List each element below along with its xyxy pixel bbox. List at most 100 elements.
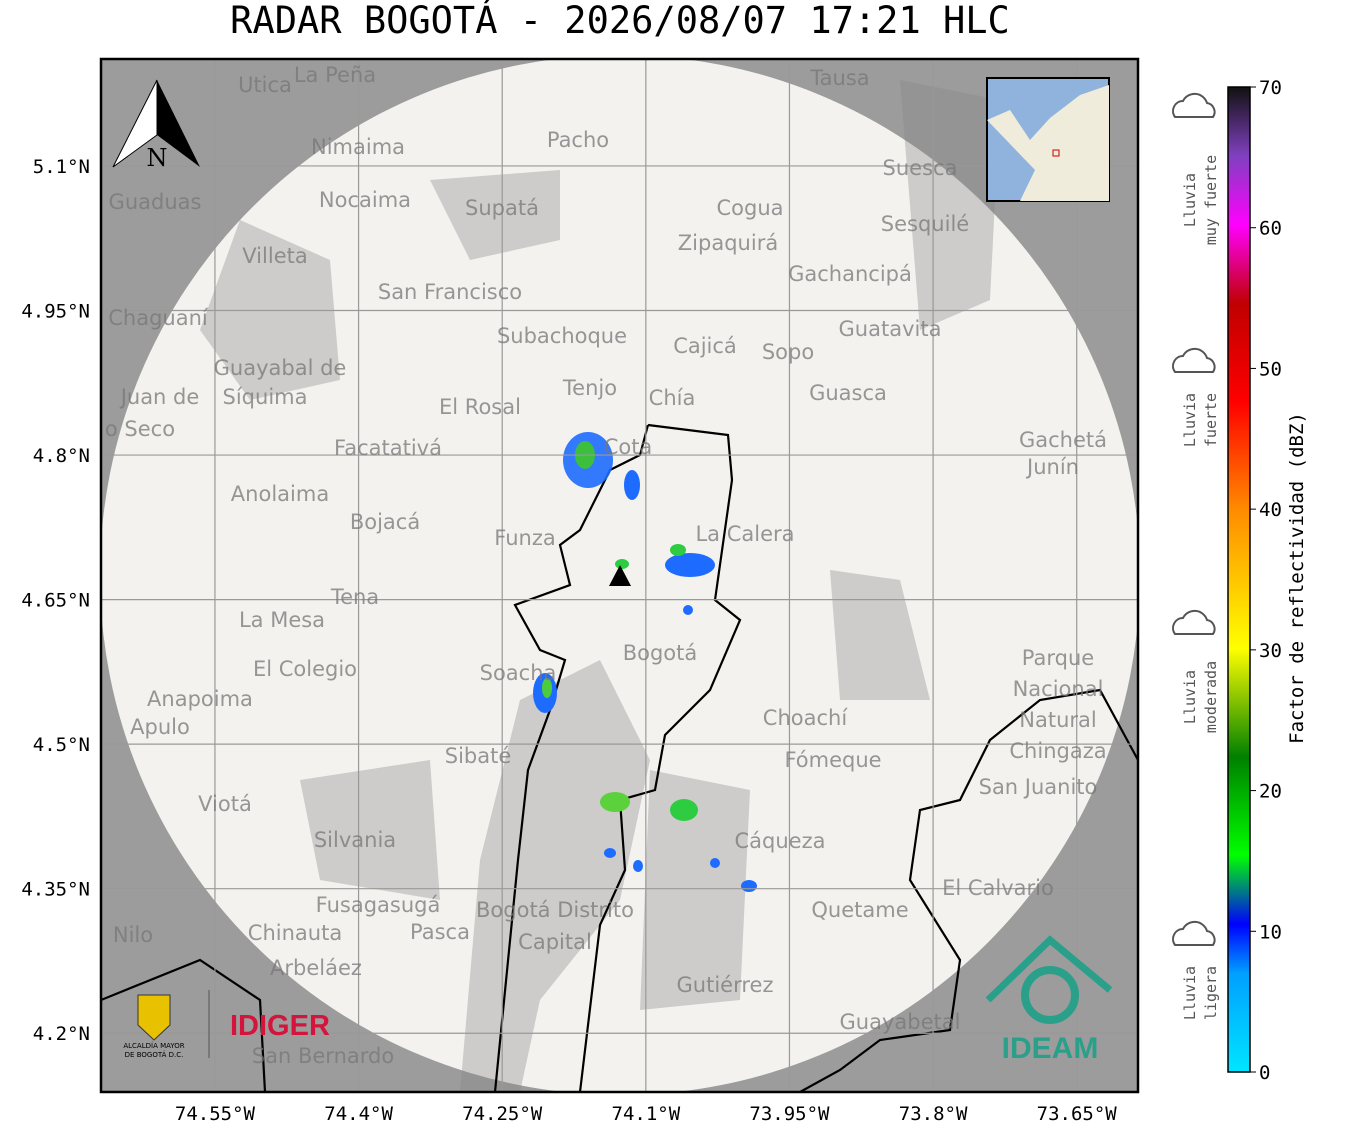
place-label: El Colegio: [253, 657, 357, 681]
place-label: Guatavita: [839, 317, 942, 341]
rain-legend-label: Lluvia: [1181, 966, 1199, 1020]
title: RADAR BOGOTÁ - 2026/08/07 17:21 HLC: [230, 0, 1010, 42]
place-label: Anapoima: [147, 687, 253, 711]
place-label: Nacional: [1013, 677, 1104, 701]
rain-legend-label: Lluvia: [1181, 393, 1199, 447]
place-label: Soacha: [480, 661, 557, 685]
rain-legend-label: Lluvia: [1181, 173, 1199, 227]
place-label: Chingaza: [1009, 739, 1106, 763]
rain-icon: [1172, 92, 1216, 118]
place-label: Bogotá: [623, 641, 698, 665]
alcaldia-logo: ALCALDÍA MAYOR DE BOGOTÁ D.C. IDIGER: [123, 990, 330, 1059]
x-tick-label: 74.1°W: [612, 1103, 681, 1125]
x-tick-label: 74.55°W: [175, 1103, 256, 1125]
radar-echoes: [533, 432, 757, 892]
place-label: Parque: [1022, 646, 1094, 670]
logo-text: ALCALDÍA MAYOR: [123, 1041, 184, 1050]
colorbar-tick-label: 0: [1259, 1062, 1270, 1084]
place-label: El Rosal: [439, 395, 521, 419]
place-label: San Juanito: [979, 775, 1098, 799]
place-label: Sesquilé: [881, 212, 969, 236]
colorbar-tick-label: 10: [1259, 921, 1282, 943]
radar-site: [609, 565, 631, 586]
place-label: o Seco: [105, 417, 175, 441]
colorbar: [1227, 86, 1251, 1073]
y-tick-label: 5.1°N: [33, 156, 90, 178]
place-label: Sibaté: [445, 744, 512, 768]
rain-legend-label: ligera: [1202, 966, 1220, 1020]
place-label: Apulo: [130, 715, 190, 739]
place-label: Cota: [604, 435, 653, 459]
place-label: Supatá: [465, 196, 539, 220]
boundaries: [101, 423, 1138, 1092]
rain-legend-label: moderada: [1202, 661, 1220, 733]
place-label: Junín: [1025, 455, 1079, 479]
ideam-label: IDEAM: [1002, 1032, 1099, 1065]
place-label: La Calera: [695, 522, 794, 546]
x-tick-label: 74.25°W: [462, 1103, 543, 1125]
place-label: Nilo: [113, 923, 153, 947]
place-label: Guaduas: [109, 190, 202, 214]
place-label: Quetame: [811, 898, 908, 922]
colorbar-ticks: 0 10 20 30 40 50 60 70: [1250, 77, 1282, 1084]
place-label: Utica: [238, 73, 292, 97]
place-label: La Mesa: [239, 608, 325, 632]
logo-text: DE BOGOTÁ D.C.: [125, 1050, 184, 1059]
place-label: Tausa: [809, 66, 869, 90]
place-label: Juan de: [119, 385, 200, 409]
colorbar-tick-label: 60: [1259, 218, 1282, 240]
place-label: Cáqueza: [735, 829, 826, 853]
place-label: Bojacá: [350, 510, 420, 534]
colorbar-tick-label: 30: [1259, 640, 1282, 662]
place-label: Gachancipá: [788, 262, 912, 286]
idiger-logo: IDIGER: [230, 1010, 330, 1042]
y-tick-label: 4.95°N: [21, 301, 90, 323]
ideam-logo: IDEAM: [985, 935, 1113, 1065]
place-label: San Bernardo: [252, 1044, 394, 1068]
rain-icon: [1172, 609, 1216, 635]
place-label: Chinauta: [248, 921, 342, 945]
place-label: Nocaima: [319, 188, 411, 212]
place-label: Fusagasugá: [316, 893, 441, 917]
place-label: Nimaima: [311, 135, 405, 159]
x-tick-label: 74.4°W: [324, 1103, 393, 1125]
grid: [101, 59, 1138, 1092]
place-label: Guayabal de: [214, 356, 347, 380]
place-label: Gachetá: [1019, 428, 1107, 452]
x-tick-label: 73.8°W: [899, 1103, 968, 1125]
place-label: Villeta: [242, 244, 307, 268]
place-label: Zipaquirá: [678, 231, 778, 255]
rain-legend-label: fuerte: [1202, 393, 1220, 447]
place-label: Guasca: [809, 381, 887, 405]
x-tick-label: 73.95°W: [749, 1103, 830, 1125]
place-label: Viotá: [198, 792, 252, 816]
inset-map: [986, 77, 1110, 202]
colorbar-tick-label: 70: [1259, 77, 1282, 99]
place-label: Anolaima: [231, 482, 329, 506]
y-tick-label: 4.35°N: [21, 879, 90, 901]
place-label: Subachoque: [497, 324, 627, 348]
place-label: Choachí: [763, 706, 849, 730]
x-tick-label: 73.65°W: [1037, 1103, 1118, 1125]
rain-icon: [1172, 920, 1216, 946]
place-label: Capital: [518, 930, 592, 954]
place-label: Tena: [330, 585, 379, 609]
place-label: Funza: [494, 526, 555, 550]
colorbar-label: Factor de reflectividad (dBZ): [1286, 412, 1308, 744]
place-label: La Peña: [294, 63, 376, 87]
colorbar-tick-label: 50: [1259, 358, 1282, 380]
north-arrow: N: [112, 79, 200, 172]
place-label: Pacho: [547, 128, 609, 152]
place-label: Sopo: [762, 340, 814, 364]
place-label: Gutiérrez: [677, 973, 774, 997]
place-label: Cogua: [716, 196, 783, 220]
place-label: San Francisco: [378, 280, 522, 304]
place-label: Pasca: [410, 920, 470, 944]
place-label: Silvania: [314, 828, 396, 852]
place-label: Facatativá: [334, 436, 442, 460]
colorbar-tick-label: 20: [1259, 781, 1282, 803]
rain-icon: [1172, 347, 1216, 373]
